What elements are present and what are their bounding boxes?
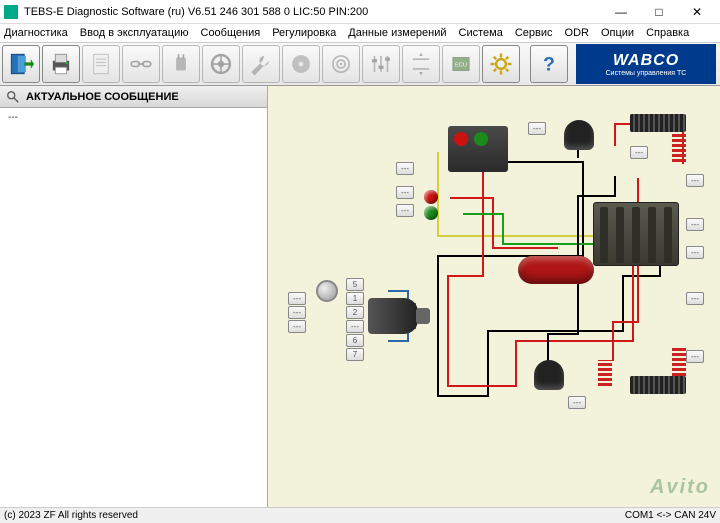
diagram-label[interactable]: --- [396,162,414,175]
minimize-button[interactable]: — [602,1,640,23]
diagram-air-tank[interactable] [518,256,594,284]
toolbar-buttons: ECU ? [2,45,576,83]
status-left: (c) 2023 ZF All rights reserved [4,510,138,521]
diagram-label[interactable]: 7 [346,348,364,361]
link-button[interactable] [122,45,160,83]
close-button[interactable]: ✕ [678,1,716,23]
gear-button[interactable] [482,45,520,83]
menu-messages[interactable]: Сообщения [201,27,261,39]
menu-odr[interactable]: ODR [565,27,589,39]
app-icon [4,5,18,19]
ecu-button[interactable]: ECU [442,45,480,83]
diagram-valve-block[interactable] [448,126,508,172]
connector-button[interactable] [162,45,200,83]
wheel-button[interactable] [202,45,240,83]
diagram-label[interactable]: --- [288,306,306,319]
titlebar: TEBS-E Diagnostic Software (ru) V6.51 24… [0,0,720,24]
panel-title: АКТУАЛЬНОЕ СООБЩЕНИЕ [26,91,179,103]
diagram-area[interactable]: ---------------------------------512---6… [268,86,720,507]
diagram-label[interactable]: 5 [346,278,364,291]
diagram-connector-plug[interactable] [368,298,418,334]
diagram-label[interactable]: 2 [346,306,364,319]
menu-commissioning[interactable]: Ввод в эксплуатацию [80,27,189,39]
print-button[interactable] [42,45,80,83]
diagram-spring[interactable] [672,132,686,162]
diagram-spring-brake[interactable] [630,376,686,394]
wrench-button[interactable] [242,45,280,83]
window-controls: — □ ✕ [602,1,716,23]
toolbar: ECU ? WABCO Системы управления ТС [0,42,720,86]
diagram-label[interactable]: 6 [346,334,364,347]
disc-button[interactable] [282,45,320,83]
diagram-label[interactable]: --- [288,320,306,333]
panel-header: АКТУАЛЬНОЕ СООБЩЕНИЕ [0,86,267,108]
diagram-green-knob[interactable] [424,206,438,220]
diagram-label[interactable]: --- [686,174,704,187]
status-right: COM1 <-> CAN 24V [625,510,716,521]
brand-subtitle: Системы управления ТС [606,70,687,77]
diagram-label[interactable]: --- [346,320,364,333]
diagram-round-sensor[interactable] [316,280,338,302]
diagram-label[interactable]: --- [686,218,704,231]
diagram-label[interactable]: 1 [346,292,364,305]
diagram-modulator[interactable] [593,202,679,266]
diagram-label[interactable]: --- [396,186,414,199]
statusbar: (c) 2023 ZF All rights reserved COM1 <->… [0,507,720,523]
svg-text:ECU: ECU [455,62,467,68]
diagram-label[interactable]: --- [686,246,704,259]
diagram-spring-small[interactable] [598,360,612,386]
svg-text:?: ? [543,54,555,76]
diagram-bellows[interactable] [564,120,594,150]
menu-service[interactable]: Сервис [515,27,553,39]
diagram-label[interactable]: --- [396,204,414,217]
magnifier-icon [6,90,20,104]
menu-help[interactable]: Справка [646,27,689,39]
panel-body: --- [0,108,267,507]
menu-system[interactable]: Система [459,27,503,39]
doc-button[interactable] [82,45,120,83]
sliders-button[interactable] [362,45,400,83]
menu-options[interactable]: Опции [601,27,634,39]
diagram-label[interactable]: --- [686,350,704,363]
menu-measurement[interactable]: Данные измерений [348,27,446,39]
watermark: Avito [650,476,710,499]
content-area: АКТУАЛЬНОЕ СООБЩЕНИЕ --- ---------------… [0,86,720,507]
brand-logo: WABCO [613,52,679,70]
maximize-button[interactable]: □ [640,1,678,23]
diagram-label[interactable]: --- [528,122,546,135]
diagram-label[interactable]: --- [630,146,648,159]
adjust-button[interactable] [402,45,440,83]
brand-badge: WABCO Системы управления ТС [576,44,716,84]
exit-button[interactable] [2,45,40,83]
diagram-spring-brake[interactable] [630,114,686,132]
diagram-bellows[interactable] [534,360,564,390]
diagram-spring[interactable] [672,346,686,376]
diagram-label[interactable]: --- [568,396,586,409]
window-title: TEBS-E Diagnostic Software (ru) V6.51 24… [24,6,602,18]
menubar: Диагностика Ввод в эксплуатацию Сообщени… [0,24,720,42]
diagram-label[interactable]: --- [686,292,704,305]
help-button[interactable]: ? [530,45,568,83]
menu-adjustment[interactable]: Регулировка [272,27,336,39]
diagram-red-knob[interactable] [424,190,438,204]
messages-panel: АКТУАЛЬНОЕ СООБЩЕНИЕ --- [0,86,268,507]
diagram-label[interactable]: --- [288,292,306,305]
target-button[interactable] [322,45,360,83]
menu-diagnostics[interactable]: Диагностика [4,27,68,39]
